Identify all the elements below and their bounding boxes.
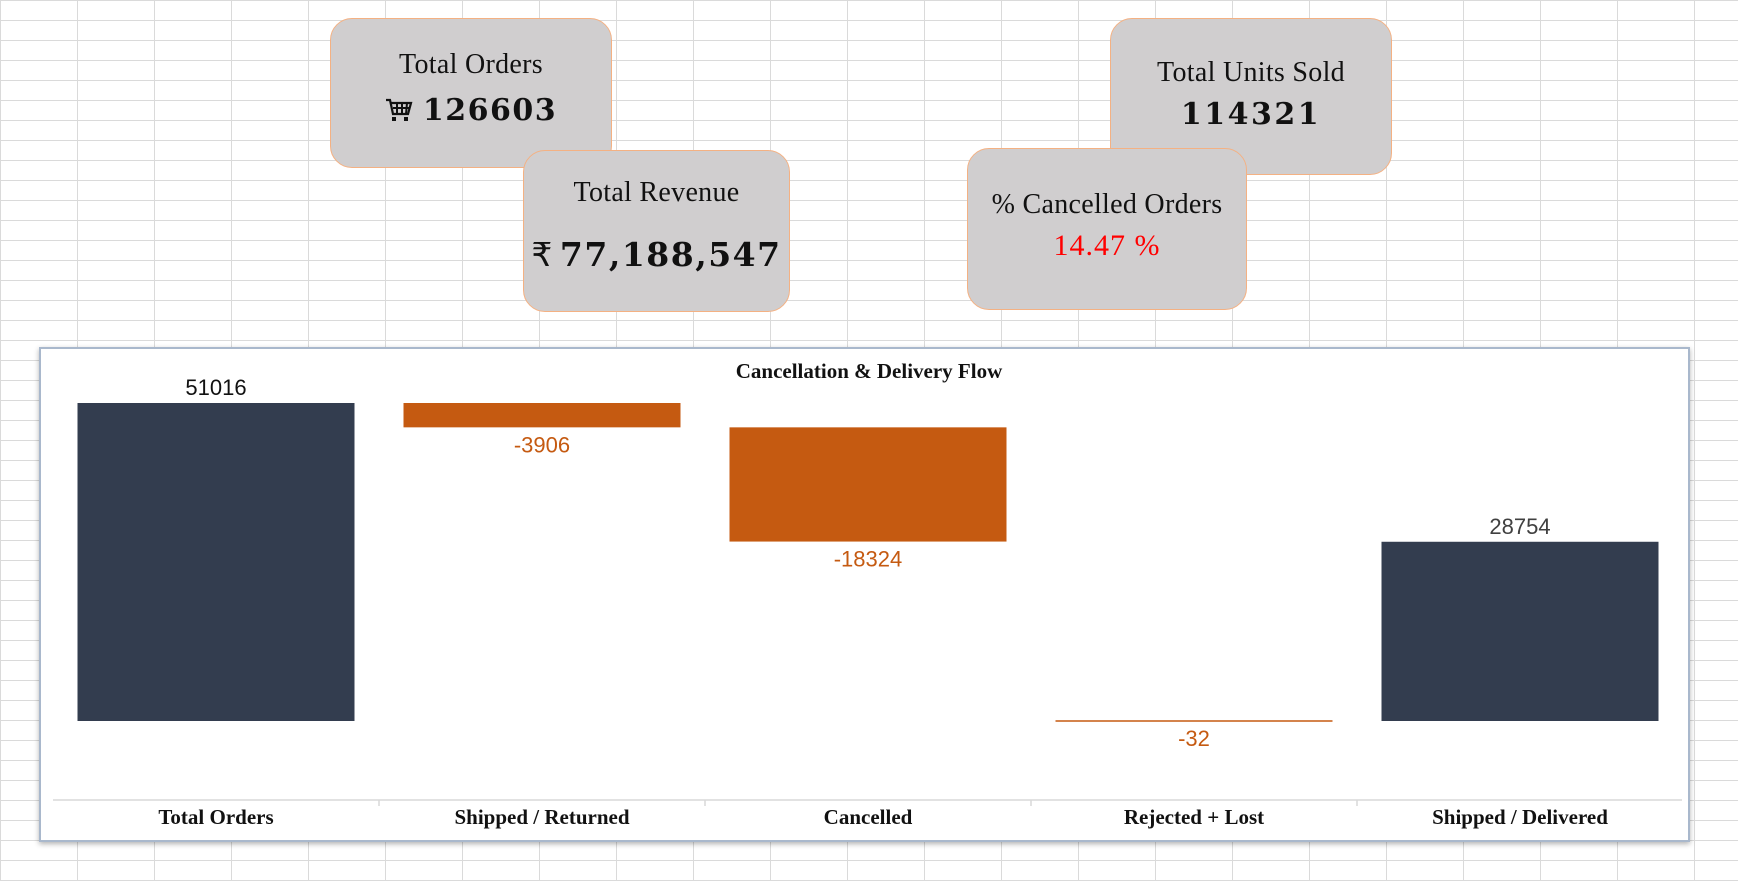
cancelled-orders-label: % Cancelled Orders <box>991 189 1223 220</box>
waterfall-chart[interactable]: Cancellation & Delivery Flow 51016 -3906 -… <box>39 347 1690 842</box>
total-orders-value-row: 126603 <box>331 93 611 131</box>
bar-4[interactable] <box>1381 541 1659 721</box>
category-label-3: Rejected + Lost <box>1124 805 1264 829</box>
shopping-cart-icon <box>385 96 413 131</box>
total-orders-label: Total Orders <box>399 49 543 80</box>
data-label-0: 51016 <box>185 375 246 400</box>
cancelled-orders-card: % Cancelled Orders 14.47 % <box>967 148 1247 310</box>
cancelled-orders-value: 14.47 % <box>1053 229 1161 262</box>
category-label-0: Total Orders <box>158 805 273 829</box>
rupee-symbol: ₹ <box>531 235 554 274</box>
total-units-value: 114321 <box>1180 97 1322 132</box>
total-revenue-label: Total Revenue <box>573 177 740 208</box>
waterfall-chart-svg: Cancellation & Delivery Flow 51016 -3906 -… <box>53 359 1682 829</box>
total-units-label: Total Units Sold <box>1157 57 1345 88</box>
bar-0[interactable] <box>77 403 355 721</box>
total-revenue-card: Total Revenue ₹77,188,547 <box>523 150 790 312</box>
total-orders-card: Total Orders 126603 <box>330 18 612 168</box>
total-revenue-value: 77,188,547 <box>559 235 782 274</box>
total-orders-value: 126603 <box>422 93 558 128</box>
bar-3[interactable] <box>1055 720 1333 722</box>
category-label-4: Shipped / Delivered <box>1432 805 1608 829</box>
data-label-2: -18324 <box>834 547 903 572</box>
bar-2[interactable] <box>729 427 1007 542</box>
category-label-2: Cancelled <box>824 805 913 829</box>
data-label-3: -32 <box>1178 726 1210 751</box>
data-label-4: 28754 <box>1489 514 1550 539</box>
category-label-1: Shipped / Returned <box>454 805 629 829</box>
chart-title: Cancellation & Delivery Flow <box>736 359 1003 383</box>
total-revenue-value-row: ₹77,188,547 <box>524 235 789 274</box>
data-label-1: -3906 <box>514 432 570 457</box>
bar-1[interactable] <box>403 403 681 428</box>
